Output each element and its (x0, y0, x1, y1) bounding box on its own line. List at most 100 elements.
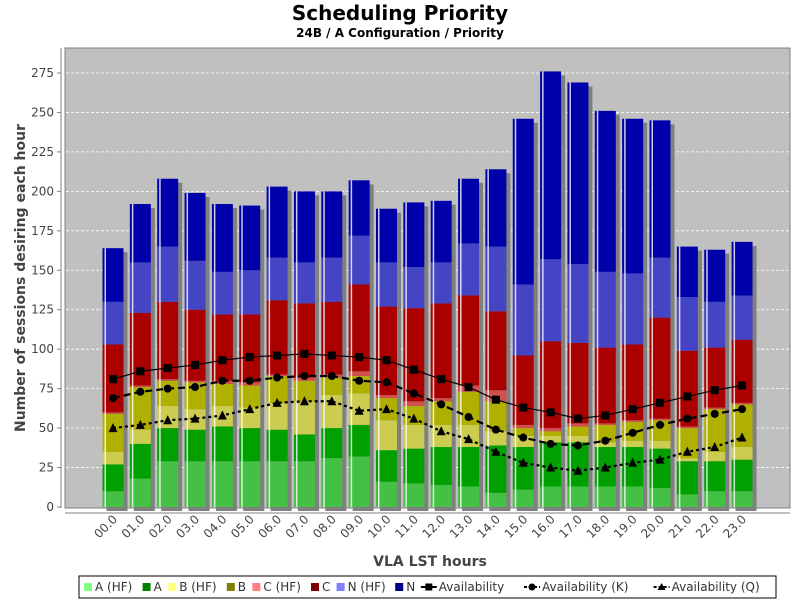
marker-availability-q (382, 404, 391, 414)
marker-availability-q (546, 462, 556, 472)
bar-segment-b (731, 404, 753, 448)
bar-segment-b-hf (622, 440, 644, 448)
marker-availability-q (108, 423, 118, 433)
bar-segment-c (540, 341, 562, 429)
bar-segment-b (649, 420, 671, 441)
bar-segment-c-hf (540, 428, 562, 432)
marker-availability-q (217, 410, 227, 420)
marker-availability (519, 403, 528, 412)
chart-subtitle: 24B / A Configuration / Priority (296, 26, 504, 40)
bar-segment-b (102, 413, 124, 452)
bar-segment-c (348, 284, 370, 372)
line-availability (112, 353, 743, 420)
bar-segment-c-hf (184, 380, 206, 383)
legend-label: C (322, 580, 330, 594)
bar-segment-a-hf (430, 484, 452, 507)
bar-segment-b-hf (376, 420, 397, 451)
bar-segment-c (485, 311, 507, 391)
marker-availability (437, 375, 446, 384)
bar-segment-a (376, 450, 397, 482)
bar-highlight (706, 249, 708, 508)
marker-availability-k (136, 387, 145, 396)
marker-availability-q (655, 454, 665, 464)
bar-segment-n-hf (129, 262, 151, 313)
x-tick-label: 01.0 (119, 512, 148, 541)
bar-segment-b (321, 377, 343, 395)
marker-availability (300, 349, 309, 358)
bar-highlight (350, 180, 353, 508)
bar-segment-n-hf (512, 284, 534, 356)
bar-segment-b (458, 391, 480, 425)
bar-segment-c-hf (102, 412, 124, 414)
marker-availability-k (327, 372, 336, 381)
bar-segment-n-hf (293, 262, 315, 304)
bar-segment-b-hf (485, 431, 507, 446)
bar-segment-b-hf (649, 440, 671, 449)
bar-segment-c-hf (649, 418, 671, 421)
legend-label: Availability (439, 580, 504, 594)
legend-swatch (252, 583, 261, 591)
y-tick-label: 275 (31, 66, 54, 80)
marker-availability (491, 395, 500, 404)
bar-segment-a-hf (622, 486, 644, 507)
bar-segment-c-hf (129, 385, 151, 388)
legend-label: C (HF) (263, 580, 300, 594)
bar-segment-a-hf (458, 486, 480, 507)
marker-availability-q (737, 432, 747, 442)
bar-highlight (624, 118, 626, 507)
bar-segment-a-hf (704, 491, 726, 507)
bar-segment-a (458, 447, 480, 487)
bar-segment-n (731, 241, 753, 296)
marker-availability-q (491, 446, 501, 456)
x-tick-label: 12.0 (420, 512, 449, 541)
bar-segment-b (512, 428, 534, 436)
bar-highlight (186, 192, 189, 507)
bar-segment-n-hf (594, 271, 616, 348)
bar-highlight (159, 178, 161, 508)
marker-availability-q (354, 405, 364, 415)
bar-segment-a (704, 461, 726, 492)
y-tick-label: 75 (39, 382, 54, 396)
y-tick-label: 150 (31, 263, 54, 277)
bar-segment-n-hf (540, 259, 562, 342)
bar-segment-a-hf (512, 489, 534, 507)
bar-segment-c-hf (676, 426, 698, 429)
bar-segment-n-hf (458, 243, 480, 296)
bar-segment-n (293, 191, 315, 263)
bar-segment-a-hf (567, 486, 589, 507)
bar-segment-b (293, 380, 315, 402)
bar-segment-n-hf (184, 260, 206, 310)
marker-availability-q (628, 457, 638, 467)
x-tick-label: 08.0 (310, 512, 339, 541)
bar-segment-b-hf (704, 451, 726, 462)
marker-availability (355, 353, 364, 362)
legend-swatch (336, 583, 345, 591)
legend-swatch (395, 583, 404, 591)
marker-availability-q (190, 413, 200, 423)
legend-label: B (HF) (179, 580, 216, 594)
marker-availability-q (710, 442, 720, 452)
marker-availability-k (109, 394, 117, 403)
bar-segment-a-hf (184, 461, 206, 507)
bar-segment-a-hf (376, 481, 397, 507)
bar-segment-c (157, 301, 179, 380)
legend-label: A (154, 580, 163, 594)
x-tick-label: 03.0 (173, 512, 202, 541)
bar-segment-c (458, 295, 480, 386)
x-tick-label: 07.0 (283, 512, 312, 541)
bar-segment-b-hf (293, 401, 315, 435)
bar-segment-a-hf (540, 486, 562, 507)
bar-highlight (514, 118, 517, 507)
marker-availability (573, 414, 582, 423)
bar-segment-a (348, 424, 370, 457)
bar-highlight (678, 246, 681, 507)
x-tick-label: 17.0 (556, 512, 585, 541)
bar-highlight (596, 110, 599, 507)
marker-availability-k (710, 409, 719, 418)
marker-availability-k (163, 384, 172, 393)
bar-segment-a (567, 442, 589, 487)
legend-circle-icon (528, 583, 536, 591)
bar-segment-c-hf (622, 420, 644, 422)
bar-segment-c-hf (430, 398, 452, 402)
